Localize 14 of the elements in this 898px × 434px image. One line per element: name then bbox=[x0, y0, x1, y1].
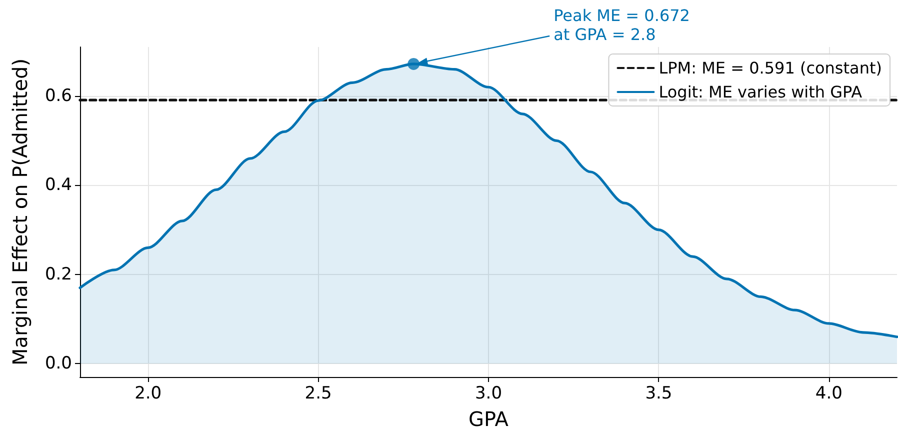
x-tick-label: 3.0 bbox=[474, 384, 502, 404]
y-axis-title: Marginal Effect on P(Admitted) bbox=[8, 58, 32, 366]
x-tick-label: 4.0 bbox=[815, 384, 842, 404]
x-tick-label: 2.5 bbox=[304, 384, 332, 404]
annotation: Peak ME = 0.672 at GPA = 2.8 bbox=[554, 6, 690, 44]
legend-label: LPM: ME = 0.591 (constant) bbox=[658, 58, 882, 78]
y-tick-label: 0.2 bbox=[44, 264, 72, 284]
x-tick-label: 2.0 bbox=[134, 384, 162, 404]
x-tick-label: 3.5 bbox=[645, 384, 672, 404]
x-axis-title: GPA bbox=[468, 407, 509, 431]
y-tick-label: 0.4 bbox=[44, 175, 72, 196]
y-tick-label: 0.6 bbox=[44, 86, 72, 106]
y-tick-label: 0.0 bbox=[44, 354, 72, 374]
legend-label: Logit: ME varies with GPA bbox=[658, 82, 862, 102]
